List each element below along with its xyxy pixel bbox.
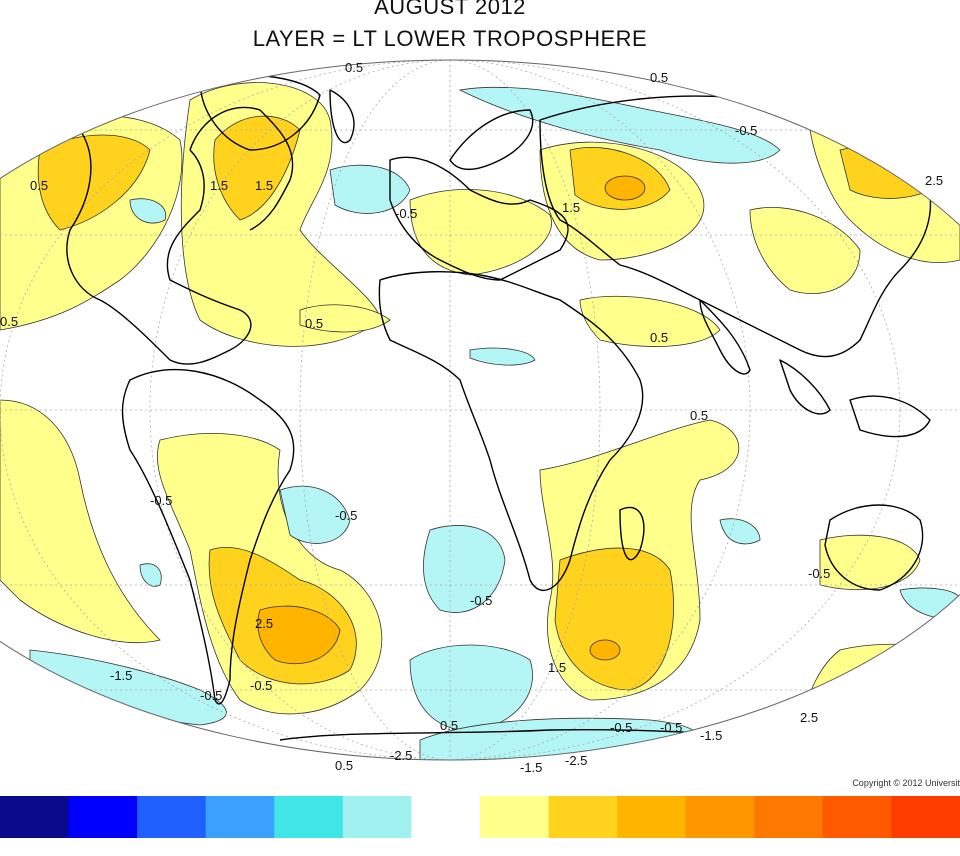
- contour-label: -2.5: [565, 753, 587, 768]
- color-scale-bar: [0, 796, 960, 838]
- contour-label: -0.5: [660, 720, 682, 735]
- colorbar-swatch: [411, 796, 481, 838]
- contour-label: -0.5: [150, 493, 172, 508]
- positive-strong-regions: [257, 175, 646, 664]
- contour-label: 1.5: [562, 200, 580, 215]
- colorbar-swatch: [891, 796, 960, 838]
- contour-label: 0.5: [305, 316, 323, 331]
- contour-labels: 0.5 0.5 -0.5 -0.5 0.5 1.5 2.5 1.5 1.5 0.…: [0, 60, 943, 775]
- contour-label: 0.5: [335, 758, 353, 773]
- anomaly-map: 0.5 0.5 -0.5 -0.5 0.5 1.5 2.5 1.5 1.5 0.…: [0, 59, 960, 775]
- contour-label: 1.5: [210, 178, 228, 193]
- contour-label: -2.5: [390, 748, 412, 763]
- graticule: [0, 60, 960, 760]
- contour-label: 0.5: [345, 60, 363, 75]
- contour-label: -0.5: [250, 678, 272, 693]
- map-outline: [0, 59, 960, 761]
- contour-label: -1.5: [520, 760, 542, 775]
- contour-label: -1.5: [700, 728, 722, 743]
- contour-label: -0.5: [735, 123, 757, 138]
- colorbar-swatch: [274, 796, 344, 838]
- contour-label: -0.5: [808, 566, 830, 581]
- contour-label: -0.5: [470, 593, 492, 608]
- contour-label: 1.5: [548, 660, 566, 675]
- contour-label: 0.5: [440, 718, 458, 733]
- colorbar-swatch: [548, 796, 618, 838]
- copyright-notice: Copyright © 2012 Universit: [852, 778, 960, 788]
- colorbar-swatch: [68, 796, 138, 838]
- contour-label: -1.5: [110, 668, 132, 683]
- contour-label: 0.5: [0, 314, 18, 329]
- colorbar-swatch: [617, 796, 687, 838]
- colorbar-swatch: [480, 796, 550, 838]
- colorbar-swatch: [342, 796, 412, 838]
- contour-label: 0.5: [650, 70, 668, 85]
- contour-label: -0.5: [395, 206, 417, 221]
- colorbar-swatch: [822, 796, 892, 838]
- colorbar-swatch: [137, 796, 207, 838]
- contour-label: -0.5: [610, 720, 632, 735]
- colorbar-swatch: [685, 796, 755, 838]
- contour-label: 0.5: [650, 330, 668, 345]
- contour-label: 2.5: [800, 710, 818, 725]
- contour-label: 2.5: [925, 173, 943, 188]
- contour-label: 0.5: [690, 408, 708, 423]
- contour-label: -0.5: [335, 508, 357, 523]
- map-title: AUGUST 2012: [374, 0, 526, 19]
- colorbar-swatch: [754, 796, 824, 838]
- contour-label: 0.5: [30, 178, 48, 193]
- contour-label: -0.5: [200, 688, 222, 703]
- contour-label: 2.5: [255, 616, 273, 631]
- colorbar-swatch: [205, 796, 275, 838]
- colorbar-swatch: [0, 796, 70, 838]
- contour-label: 1.5: [255, 178, 273, 193]
- map-subtitle: LAYER = LT LOWER TROPOSPHERE: [252, 26, 648, 51]
